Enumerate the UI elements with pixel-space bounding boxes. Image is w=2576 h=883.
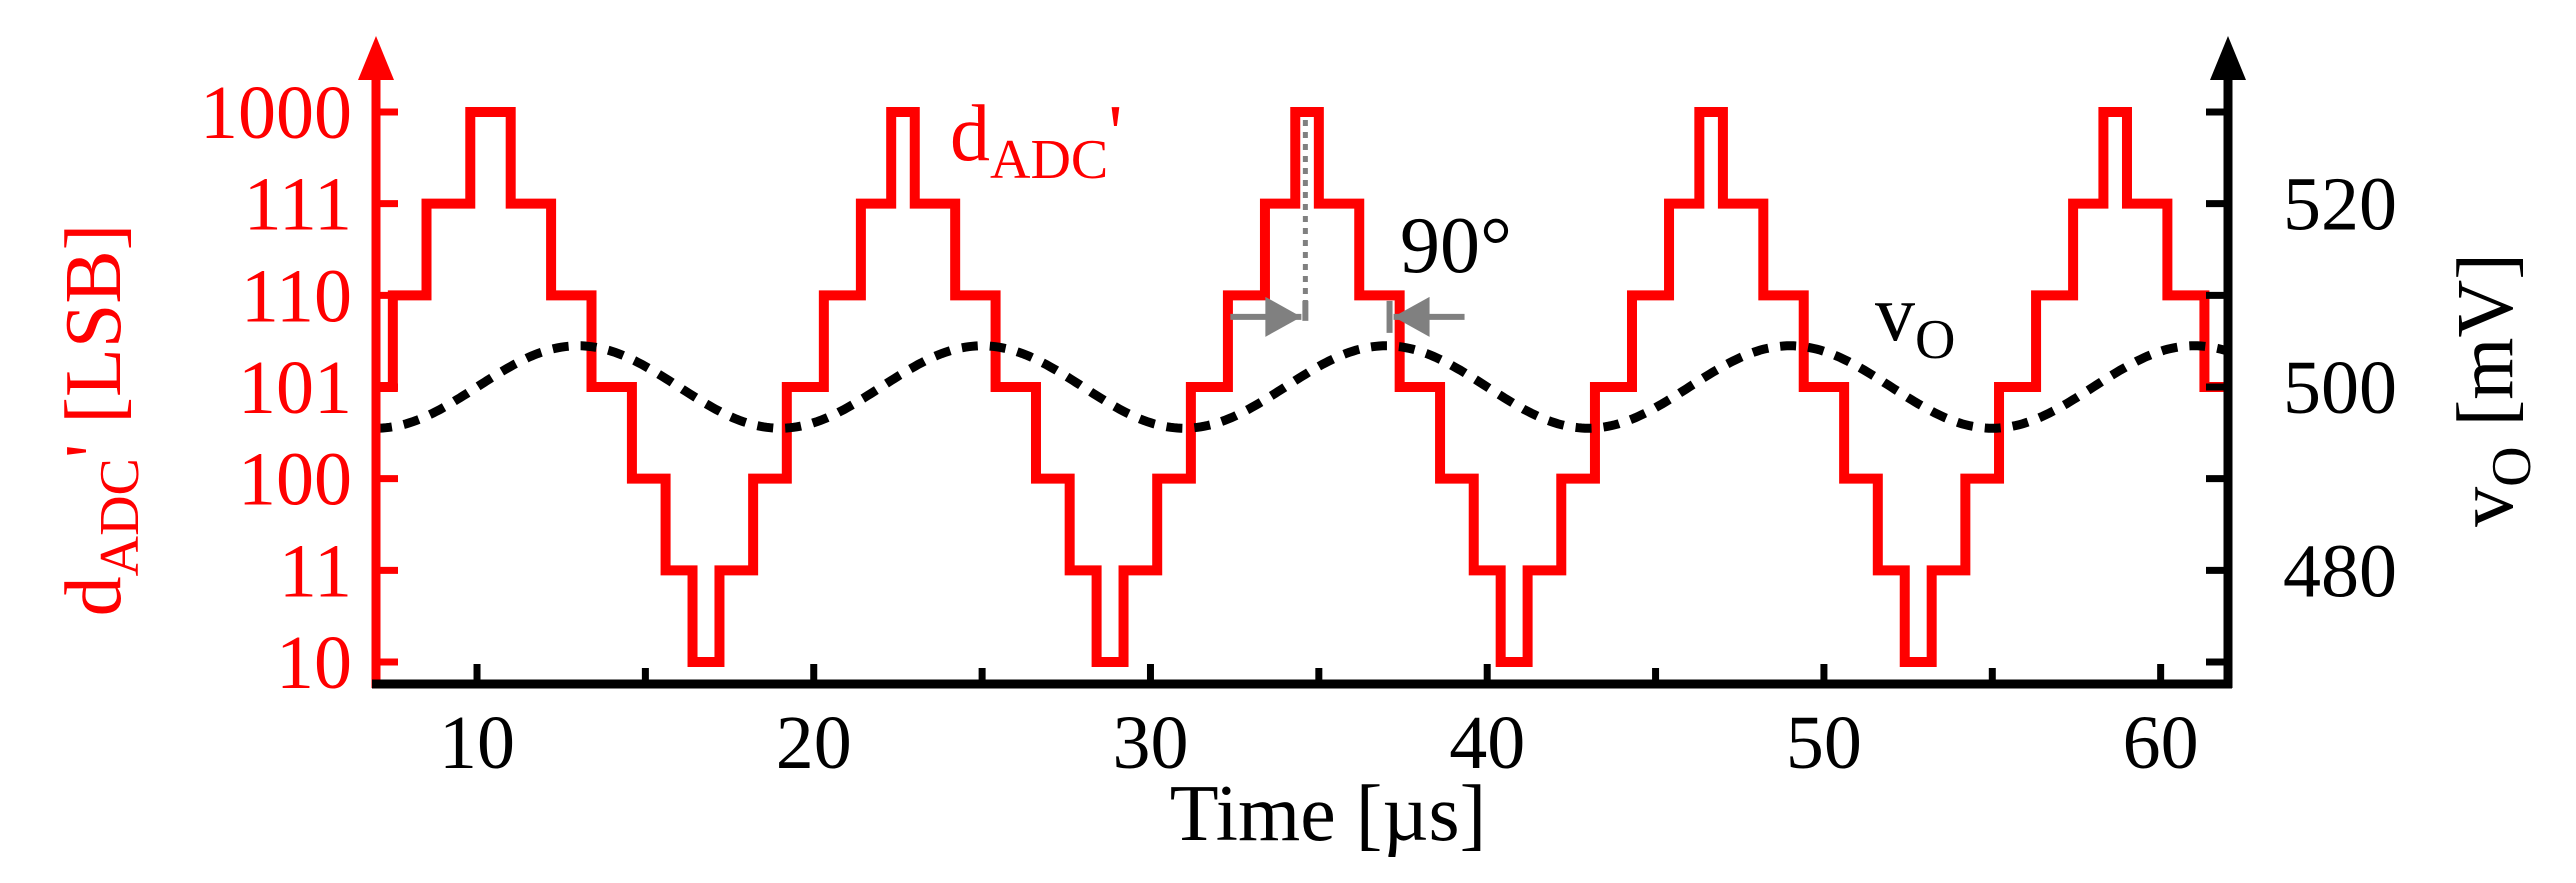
right-tick-label: 520 (2283, 163, 2397, 247)
right-axis-arrow (2210, 36, 2246, 80)
x-tick-label: 20 (776, 701, 852, 785)
series-label-vo: vO (1875, 270, 1955, 371)
left-axis-title: dADC' [LSB] (50, 224, 151, 617)
series-dadc-line (376, 107, 2228, 667)
left-tick-label: 10 (276, 621, 352, 705)
right-axis-title: vO [mV] (2442, 253, 2543, 527)
phase-arrowhead-right (1393, 296, 1430, 337)
left-axis-arrow (358, 36, 394, 80)
x-tick-label: 10 (439, 701, 515, 785)
right-tick-label: 500 (2283, 346, 2397, 430)
x-tick-label: 30 (1112, 701, 1188, 785)
x-tick-label: 60 (2123, 701, 2199, 785)
left-tick-label: 1000 (200, 71, 352, 155)
left-tick-label: 100 (238, 438, 352, 522)
left-tick-label: 11 (279, 529, 352, 613)
left-tick-label: 111 (244, 163, 352, 247)
left-tick-label: 101 (238, 346, 352, 430)
phase-annotation-label: 90° (1400, 202, 1512, 290)
left-tick-label: 110 (241, 254, 352, 338)
series-vo-line (375, 341, 2230, 433)
right-tick-label: 480 (2283, 529, 2397, 613)
phase-arrowhead-left (1265, 296, 1302, 337)
x-axis-title: Time [µs] (1170, 770, 1487, 858)
x-tick-label: 40 (1449, 701, 1525, 785)
series-label-dadc: dADC' (950, 90, 1123, 191)
x-tick-label: 50 (1786, 701, 1862, 785)
